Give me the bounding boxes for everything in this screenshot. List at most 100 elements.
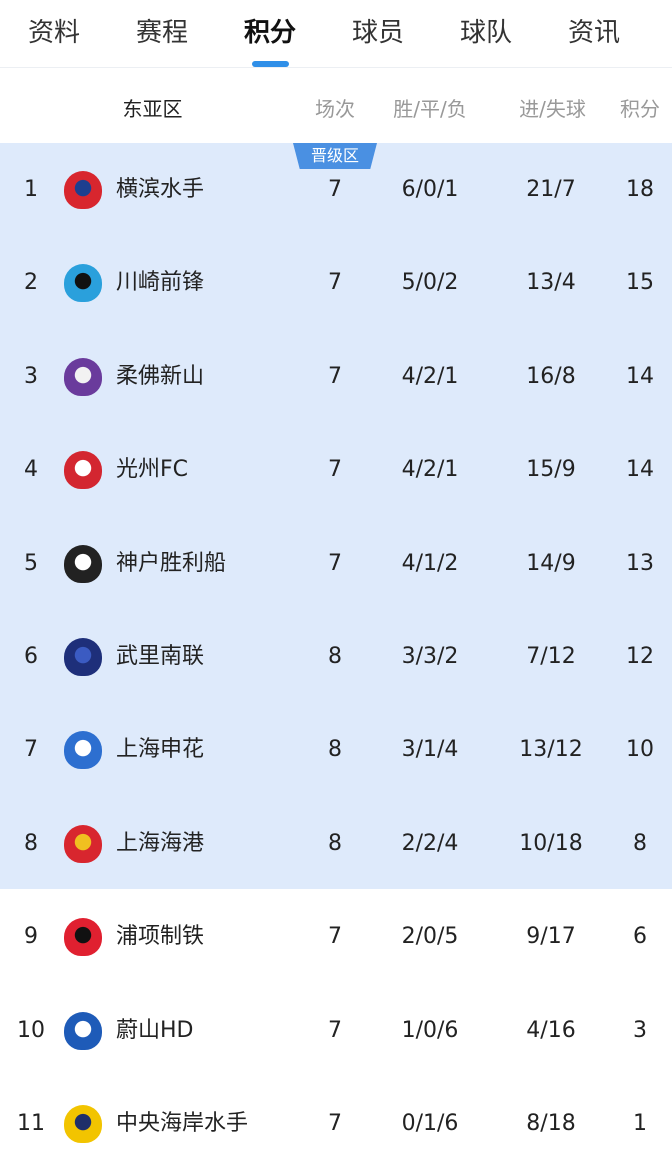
- active-tab-indicator: [252, 61, 289, 67]
- tab-1[interactable]: 赛程: [135, 18, 188, 48]
- kawasaki-crest-icon: [64, 264, 102, 303]
- table-row[interactable]: 10 蔚山HD 7 1/0/6 4/16 3: [0, 984, 672, 1077]
- goals: 15/9: [526, 457, 576, 483]
- played: 7: [328, 1111, 342, 1136]
- wdl: 5/0/2: [401, 270, 459, 296]
- col-wdl: 胜/平/负: [393, 97, 467, 121]
- points: 14: [626, 363, 654, 389]
- goals: 9/17: [526, 924, 576, 950]
- rank: 3: [24, 363, 38, 389]
- played: 8: [328, 830, 342, 856]
- table-row[interactable]: 6 武里南联 8 3/3/2 7/12 12: [0, 610, 672, 703]
- wdl: 2/2/4: [401, 830, 459, 856]
- table-row[interactable]: 3 柔佛新山 7 4/2/1 16/8 14: [0, 330, 672, 423]
- points: 13: [626, 550, 654, 576]
- table-header: 东亚区 场次 胜/平/负 进/失球 积分: [0, 69, 672, 143]
- team-name: 光州FC: [116, 457, 189, 483]
- team-name: 川崎前锋: [116, 270, 205, 296]
- table-row[interactable]: 8 上海海港 8 2/2/4 10/18 8: [0, 797, 672, 890]
- table-row[interactable]: 1 横滨水手 7 6/0/1 21/7 18: [0, 143, 672, 236]
- points: 3: [633, 1017, 647, 1043]
- wdl: 1/0/6: [401, 1017, 459, 1043]
- goals: 10/18: [519, 830, 583, 856]
- rank: 7: [24, 737, 38, 763]
- team-name: 浦项制铁: [116, 924, 205, 950]
- table-row[interactable]: 11 中央海岸水手 7 0/1/6 8/18 1: [0, 1077, 672, 1170]
- points: 18: [626, 177, 654, 202]
- rank: 10: [17, 1017, 45, 1043]
- goals: 14/9: [526, 550, 576, 576]
- goals: 16/8: [526, 363, 576, 389]
- wdl: 4/2/1: [401, 457, 459, 483]
- pohang-crest-icon: [64, 918, 102, 957]
- kobe-crest-icon: [64, 544, 102, 583]
- points: 8: [633, 830, 647, 856]
- team-name: 神户胜利船: [116, 550, 227, 576]
- team-name: 横滨水手: [116, 177, 205, 202]
- goals: 13/4: [526, 270, 576, 296]
- goals: 4/16: [526, 1017, 576, 1043]
- wdl: 4/1/2: [401, 550, 459, 576]
- played: 7: [328, 924, 342, 950]
- shenhua-crest-icon: [64, 731, 102, 770]
- tab-4[interactable]: 球队: [459, 18, 512, 48]
- tab-2[interactable]: 积分: [243, 18, 296, 48]
- goals: 13/12: [519, 737, 583, 763]
- wdl: 3/3/2: [401, 644, 459, 669]
- tab-0[interactable]: 资料: [27, 18, 80, 48]
- port-crest-icon: [64, 824, 102, 863]
- points: 6: [633, 924, 647, 950]
- points: 12: [626, 644, 654, 669]
- rank: 5: [24, 550, 38, 576]
- played: 7: [328, 363, 342, 389]
- played: 7: [328, 1017, 342, 1043]
- rank: 2: [24, 270, 38, 296]
- rank: 6: [24, 644, 38, 669]
- rank: 1: [24, 177, 38, 202]
- team-name: 上海申花: [116, 737, 205, 763]
- points: 15: [626, 270, 654, 296]
- central-coast-crest-icon: [64, 1105, 102, 1143]
- johor-crest-icon: [64, 357, 102, 396]
- group-name: 东亚区: [122, 97, 183, 121]
- tab-5[interactable]: 资讯: [567, 18, 620, 48]
- rank: 9: [24, 924, 38, 950]
- points: 14: [626, 457, 654, 483]
- table-row[interactable]: 7 上海申花 8 3/1/4 13/12 10: [0, 703, 672, 796]
- team-name: 柔佛新山: [116, 363, 205, 389]
- played: 8: [328, 644, 342, 669]
- col-played: 场次: [315, 97, 355, 121]
- buriram-crest-icon: [64, 638, 102, 676]
- points: 1: [633, 1111, 647, 1136]
- table-row[interactable]: 2 川崎前锋 7 5/0/2 13/4 15: [0, 236, 672, 329]
- team-name: 上海海港: [116, 830, 205, 856]
- promotion-zone: [0, 143, 672, 889]
- wdl: 4/2/1: [401, 363, 459, 389]
- rank: 4: [24, 457, 38, 483]
- wdl: 3/1/4: [401, 737, 459, 763]
- wdl: 6/0/1: [401, 177, 459, 202]
- played: 7: [328, 457, 342, 483]
- yokohama-crest-icon: [64, 171, 102, 209]
- table-row[interactable]: 4 光州FC 7 4/2/1 15/9 14: [0, 423, 672, 516]
- team-name: 武里南联: [116, 644, 205, 669]
- promotion-zone-badge: 晋级区: [293, 143, 377, 169]
- rank: 8: [24, 830, 38, 856]
- tab-3[interactable]: 球员: [351, 18, 404, 48]
- points: 10: [626, 737, 654, 763]
- col-points: 积分: [620, 97, 660, 121]
- rank: 11: [17, 1111, 45, 1136]
- gwangju-crest-icon: [64, 451, 102, 490]
- wdl: 2/0/5: [401, 924, 459, 950]
- goals: 8/18: [526, 1111, 576, 1136]
- played: 8: [328, 737, 342, 763]
- table-row[interactable]: 5 神户胜利船 7 4/1/2 14/9 13: [0, 517, 672, 610]
- wdl: 0/1/6: [401, 1111, 459, 1136]
- col-goals: 进/失球: [519, 97, 586, 121]
- played: 7: [328, 177, 342, 202]
- table-row[interactable]: 9 浦项制铁 7 2/0/5 9/17 6: [0, 890, 672, 983]
- tab-bar: 资料 赛程 积分 球员 球队 资讯: [0, 0, 672, 68]
- ulsan-crest-icon: [64, 1011, 102, 1050]
- goals: 7/12: [526, 644, 576, 669]
- team-name: 中央海岸水手: [116, 1111, 249, 1136]
